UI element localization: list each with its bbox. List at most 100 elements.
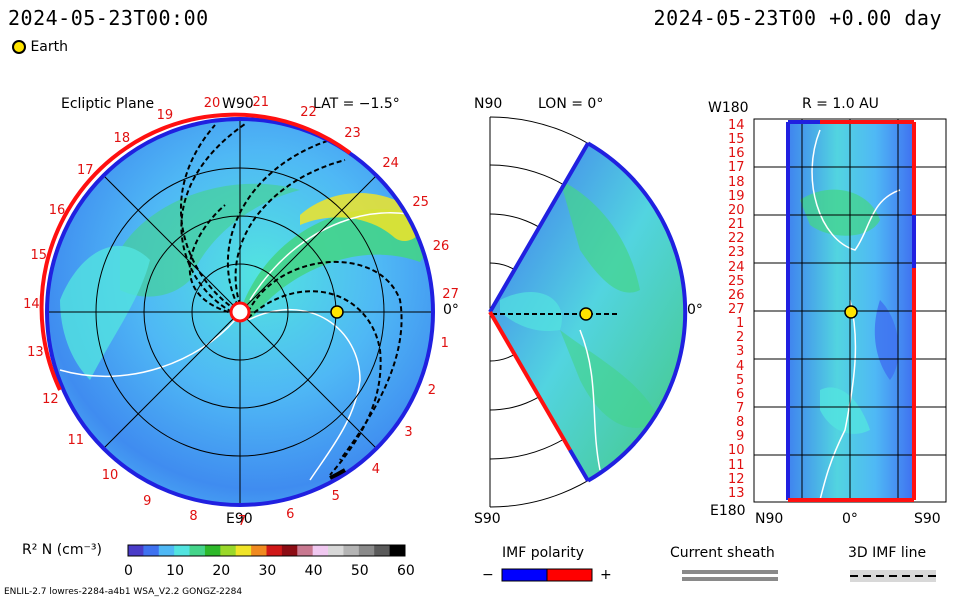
radial-sector-label: 20	[728, 202, 745, 218]
colorbar-swatch	[266, 545, 283, 556]
radial-sector-label: 14	[728, 118, 745, 133]
colorbar-tick-label: 60	[397, 563, 415, 579]
colorbar-swatch	[189, 545, 206, 556]
imf-polarity-legend	[501, 568, 593, 582]
ecliptic-sector-label: 16	[48, 203, 66, 219]
current-sheath-legend	[682, 570, 778, 581]
meridional-bottom-label: S90	[474, 511, 501, 527]
colorbar-tick-label: 20	[212, 563, 231, 579]
ecliptic-sector-label: 24	[382, 156, 399, 172]
meridional-lon-label: LON = 0°	[538, 96, 604, 112]
radial-sector-label: 5	[736, 372, 745, 388]
ecliptic-sector-label: 21	[252, 94, 270, 110]
colorbar-swatch	[128, 545, 144, 556]
earth-marker-icon	[12, 40, 26, 54]
colorbar-swatch	[281, 545, 298, 556]
ecliptic-sector-label: 18	[113, 131, 131, 147]
colorbar-border	[127, 544, 406, 557]
colorbar-swatch	[220, 545, 237, 556]
colorbar-swatch	[328, 545, 344, 556]
colorbar-swatch	[174, 545, 191, 556]
radial-x-label-0: 0°	[842, 511, 858, 527]
colorbar-swatch	[374, 545, 391, 556]
colorbar-swatch	[312, 545, 329, 556]
imf-line-label: 3D IMF line	[848, 545, 927, 561]
colorbar-swatch	[343, 545, 360, 556]
radial-sector-label: 24	[728, 259, 745, 275]
ecliptic-sector-label: 19	[156, 108, 174, 124]
current-sheath-label: Current sheath	[670, 545, 775, 561]
ecliptic-sector-label: 27	[442, 286, 459, 302]
ecliptic-sector-label: 22	[300, 105, 317, 121]
ecliptic-sector-label: 3	[404, 425, 413, 441]
ecliptic-sector-label: 14	[23, 296, 40, 312]
ecliptic-plane-plot	[39, 112, 435, 507]
ecliptic-sector-label: 7	[237, 513, 247, 529]
radial-sector-label: 17	[728, 160, 745, 176]
ecliptic-sector-label: 9	[143, 493, 152, 509]
colorbar-swatch	[358, 545, 375, 556]
radial-sector-label: 18	[728, 174, 745, 190]
meridional-top-label: N90	[474, 96, 503, 112]
radial-map-plot	[753, 118, 947, 503]
imf-line-legend	[850, 570, 936, 582]
ecliptic-sector-label: 5	[331, 489, 340, 505]
earth-legend-label: Earth	[30, 39, 68, 55]
radial-sector-label: 8	[736, 415, 745, 431]
density-colorbar	[127, 544, 406, 557]
colorbar-tick-label: 50	[350, 563, 369, 579]
radial-sector-label: 9	[736, 429, 745, 445]
radial-sector-label: 23	[728, 245, 745, 261]
radial-sector-label: 21	[728, 217, 745, 233]
meridional-plane-plot	[488, 116, 688, 508]
ecliptic-sector-label: 23	[344, 125, 361, 141]
colorbar-tick-label: 30	[258, 563, 277, 579]
radial-sector-label: 11	[728, 457, 745, 473]
radial-sector-label: 6	[736, 386, 745, 402]
colorbar-tick-label: 40	[304, 563, 323, 579]
polarity-minus-label: −	[482, 567, 494, 583]
radial-sector-label: 10	[728, 443, 745, 459]
earth-legend: Earth	[12, 39, 68, 55]
polarity-positive-swatch	[546, 568, 593, 582]
radial-sector-label: 19	[728, 188, 745, 204]
radial-sector-label: 12	[728, 471, 745, 487]
radial-sector-label: 16	[728, 146, 745, 162]
colorbar-swatch	[297, 545, 314, 556]
radial-x-label-s90: S90	[914, 511, 941, 527]
radial-sector-label: 27	[728, 301, 745, 317]
ecliptic-earth-marker	[330, 305, 344, 319]
ecliptic-sector-label: 6	[286, 507, 295, 523]
colorbar-swatch	[204, 545, 221, 556]
radial-topleft-label: W180	[708, 100, 749, 116]
radial-sector-label: 22	[728, 231, 745, 247]
polarity-negative-swatch	[501, 568, 548, 582]
ecliptic-bottom-label: E90	[226, 511, 253, 527]
ecliptic-sector-label: 15	[30, 248, 48, 264]
ecliptic-sector-label: 4	[371, 461, 380, 477]
radial-sector-label: 15	[728, 132, 745, 148]
radial-sector-label: 1	[736, 316, 745, 332]
ecliptic-title: Ecliptic Plane	[61, 96, 155, 112]
colorbar-tick-label: 10	[166, 563, 184, 579]
ecliptic-sector-label: 13	[27, 345, 44, 361]
colorbar-swatch	[143, 545, 160, 556]
imf-polarity-label: IMF polarity	[502, 545, 585, 561]
left-timestamp: 2024-05-23T00:00	[8, 6, 209, 30]
radial-title: R = 1.0 AU	[802, 96, 879, 112]
ecliptic-sector-label: 20	[203, 96, 221, 112]
radial-sector-label: 3	[736, 344, 745, 360]
radial-sector-label: 25	[728, 273, 745, 289]
radial-sector-label: 7	[736, 401, 745, 416]
ecliptic-sector-label: 25	[412, 194, 429, 210]
ecliptic-sector-label: 12	[42, 391, 59, 407]
radial-sector-label: 4	[736, 358, 745, 374]
footer-model-info: ENLIL-2.7 lowres-2284-a4b1 WSA_V2.2 GONG…	[4, 587, 243, 597]
radial-sector-label: 13	[728, 485, 745, 501]
colorbar-label: R² N (cm⁻³)	[22, 542, 102, 558]
radial-bottomleft-label: E180	[710, 503, 746, 519]
ecliptic-sector-label: 2	[427, 382, 436, 398]
ecliptic-sector-label: 10	[101, 467, 119, 483]
ecliptic-sector-label: 17	[76, 163, 94, 179]
